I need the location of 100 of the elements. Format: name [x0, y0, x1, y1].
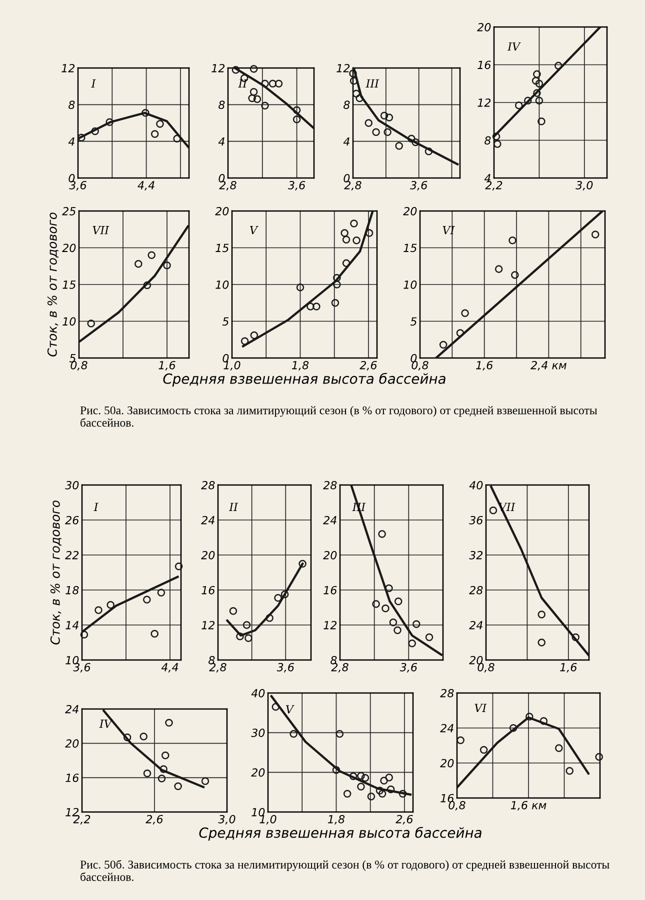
y-tick-label: 16	[478, 60, 491, 70]
text: VII	[92, 226, 110, 234]
y-tick-label: 40	[469, 480, 483, 490]
y-tick-label: 20	[323, 550, 337, 560]
x-tick-label: 3,6	[288, 180, 306, 191]
y-tick-label: 12	[62, 64, 75, 72]
text: III	[366, 79, 380, 88]
x-tick-label: 0,8	[70, 360, 88, 371]
x-tick-label: 2,8	[331, 662, 348, 673]
y-tick-label: 12	[478, 98, 491, 107]
x-tick-label: 3,0	[218, 814, 236, 825]
y-tick-label: 20	[477, 22, 491, 32]
x-tick-label: 3,0	[576, 180, 593, 191]
x-tick-label: 2,8	[219, 180, 236, 191]
x-tick-label: 4,4	[161, 663, 178, 673]
y-tick-label: 12	[66, 808, 79, 816]
x-axis-title: Средняя взвешенная высота бассейна	[199, 826, 482, 841]
y-tick-label: 16	[324, 586, 337, 594]
y-tick-label: 24	[469, 620, 482, 630]
y-tick-label: 4	[484, 174, 490, 182]
y-tick-label: 8	[484, 136, 491, 145]
y-tick-label: 28	[469, 586, 483, 594]
text: I	[94, 502, 98, 511]
x-axis-title: Средняя взвешенная высота бассейна	[163, 372, 446, 387]
y-tick-label: 28	[323, 480, 337, 490]
x-tick-label: 2,6	[396, 814, 413, 825]
text: V	[250, 226, 258, 234]
y-tick-label: 20	[251, 768, 265, 777]
x-tick-label: 1,8	[292, 360, 309, 371]
x-tick-label: 2,6	[360, 360, 377, 371]
y-tick-label: 10	[216, 280, 229, 289]
y-tick-label: 20	[440, 758, 454, 768]
y-tick-label: 15	[216, 244, 229, 252]
y-tick-label: 0	[410, 354, 417, 362]
y-tick-label: 0	[222, 354, 229, 362]
x-tick-label: 1,8	[328, 814, 345, 825]
y-tick-label: 4	[343, 137, 350, 146]
x-tick-label: 3,6	[73, 662, 90, 673]
x-tick-label: 1,0	[224, 360, 240, 371]
x-tick-label: 3,6	[410, 180, 428, 191]
y-tick-label: 12	[336, 64, 350, 72]
y-tick-label: 32	[469, 550, 483, 560]
x-tick-label: 0,8	[412, 360, 428, 371]
y-tick-label: 24	[440, 724, 454, 732]
text: IV	[507, 42, 521, 51]
text: V	[286, 705, 294, 714]
y-tick-label: 0	[344, 174, 350, 182]
y-tick-label: 5	[222, 317, 229, 326]
y-tick-label: 20	[215, 206, 229, 216]
y-tick-label: 25	[62, 206, 76, 216]
y-tick-label: 8	[218, 100, 225, 110]
y-tick-label: 15	[404, 244, 417, 252]
text: VI	[474, 704, 487, 712]
y-tick-label: 28	[440, 688, 454, 698]
y-tick-label: 20	[201, 550, 215, 560]
y-tick-label: 8	[208, 656, 215, 664]
text: I	[91, 79, 96, 88]
text: IV	[99, 720, 113, 728]
text: Рис. 50б. Зависимость стока за нелимитирующий сезон (в % от годового) от средней взвешенной высоты бассейнов.	[80, 860, 610, 881]
x-tick-label: 0,8	[478, 662, 494, 673]
y-tick-label: 0	[218, 174, 225, 182]
y-tick-label: 28	[201, 480, 215, 490]
y-tick-label: 14	[66, 621, 78, 630]
y-tick-label: 40	[251, 688, 265, 698]
y-tick-label: 24	[323, 516, 336, 524]
y-axis-title: Сток, в % от годового	[50, 500, 62, 644]
y-tick-label: 10	[404, 280, 417, 289]
y-tick-label: 16	[66, 774, 79, 782]
y-tick-label: 4	[68, 137, 74, 146]
y-tick-label: 20	[62, 244, 76, 252]
y-tick-label: 36	[469, 516, 483, 524]
text: II	[228, 502, 238, 511]
y-tick-label: 24	[201, 516, 214, 524]
x-tick-label: 1,0	[260, 814, 276, 825]
y-tick-label: 10	[62, 317, 76, 326]
y-tick-label: 5	[69, 354, 76, 362]
y-tick-label: 12	[212, 64, 225, 72]
y-tick-label: 8	[330, 656, 337, 664]
y-tick-label: 20	[65, 739, 79, 748]
y-tick-label: 16	[440, 794, 454, 802]
y-tick-label: 10	[252, 808, 265, 816]
y-tick-label: 16	[202, 586, 215, 594]
x-tick-label: 1,6	[476, 360, 493, 371]
x-tick-label: 2,2	[73, 814, 90, 825]
y-tick-label: 0	[68, 174, 75, 182]
y-tick-label: 12	[202, 620, 215, 630]
x-tick-label: 0,8	[448, 800, 466, 811]
y-tick-label: 30	[251, 728, 265, 738]
x-tick-label: 2,8	[209, 662, 226, 673]
text: II	[238, 79, 248, 88]
x-tick-label: 1,6 км	[510, 800, 546, 811]
y-tick-label: 8	[344, 100, 350, 110]
x-tick-label: 2,2	[485, 180, 502, 191]
y-tick-label: 4	[218, 137, 224, 146]
y-tick-label: 20	[403, 206, 417, 216]
y-tick-label: 24	[65, 704, 78, 714]
x-tick-label: 1,6	[560, 662, 577, 673]
x-tick-label: 3,6	[400, 662, 418, 673]
text: Рис. 50а. Зависимость стока за лимитирующий сезон (в % от годового) от средней взвешенной высоты бассейнов.	[80, 406, 598, 427]
y-tick-label: 30	[65, 480, 79, 490]
